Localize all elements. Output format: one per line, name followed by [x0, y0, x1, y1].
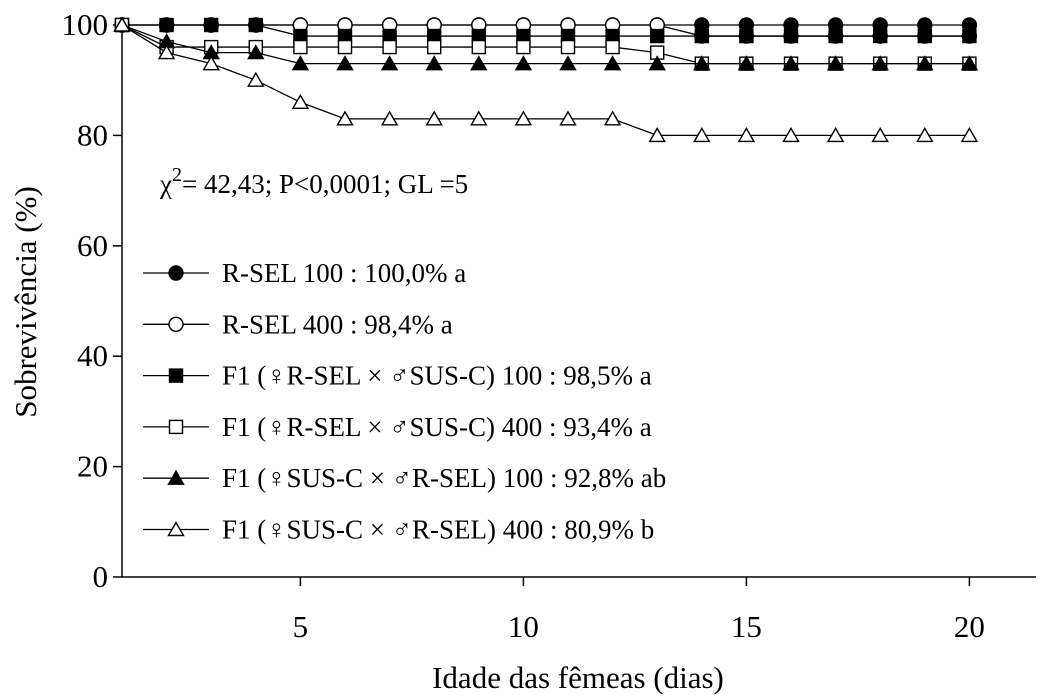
series-4 — [114, 17, 977, 71]
y-axis-label: Sobrevivência (%) — [8, 186, 43, 418]
legend-marker — [168, 368, 184, 383]
data-point — [782, 126, 800, 143]
data-point — [514, 110, 533, 126]
data-point — [559, 55, 577, 71]
legend-marker — [167, 469, 185, 485]
data-point — [962, 28, 977, 44]
data-point — [247, 44, 265, 60]
data-point — [603, 55, 622, 71]
data-point — [514, 55, 533, 71]
data-point — [871, 55, 889, 71]
annotation-stats: χ2= 42,43; P<0,0001; GL =5 — [159, 164, 468, 199]
data-point — [470, 55, 488, 71]
data-point — [516, 39, 531, 55]
data-point — [828, 28, 843, 44]
legend-marker — [167, 521, 185, 537]
x-tick-label: 20 — [954, 609, 985, 644]
data-point — [873, 28, 888, 44]
series-line — [121, 24, 970, 137]
legend-label: R-SEL 400 : 98,4% a — [222, 309, 453, 339]
data-point — [559, 110, 577, 126]
data-point — [113, 16, 131, 32]
data-point — [693, 55, 711, 71]
legend-item-2: R-SEL 400 : 98,4% a — [143, 309, 453, 339]
y-tick-label: 20 — [77, 449, 108, 484]
y-tick-label: 40 — [77, 338, 108, 373]
data-point — [247, 71, 265, 87]
x-tick-label: 15 — [731, 609, 762, 644]
data-point — [203, 17, 219, 33]
data-point — [336, 110, 354, 126]
data-point — [960, 55, 979, 71]
legend-item-6: F1 (♀SUS-C × ♂R-SEL) 400 : 80,9% b — [143, 515, 654, 545]
data-point — [650, 28, 665, 44]
data-point — [782, 55, 800, 71]
data-point — [337, 39, 353, 55]
legend-item-1: R-SEL 100 : 100,0% a — [143, 258, 466, 288]
series-layer — [113, 16, 979, 143]
data-point — [648, 55, 666, 71]
legend-label: F1 (♀R-SEL × ♂SUS-C) 400 : 93,4% a — [222, 412, 652, 442]
legend-label: F1 (♀SUS-C × ♂R-SEL) 100 : 92,8% ab — [222, 463, 666, 493]
data-point — [916, 55, 934, 71]
data-point — [648, 126, 666, 143]
data-point — [737, 55, 756, 71]
legend: R-SEL 100 : 100,0% a R-SEL 400 : 98,4% a F… — [143, 258, 666, 545]
data-point — [291, 93, 310, 109]
data-point — [605, 39, 620, 55]
data-point — [693, 126, 711, 143]
data-point — [694, 28, 709, 44]
data-point — [248, 17, 264, 33]
data-point — [783, 28, 799, 44]
legend-label: F1 (♀R-SEL × ♂SUS-C) 100 : 98,5% a — [222, 361, 652, 391]
series-5 — [113, 16, 979, 71]
legend-marker — [168, 265, 184, 281]
data-point — [826, 126, 845, 143]
data-point — [382, 39, 397, 55]
data-point — [293, 39, 308, 55]
data-point — [425, 110, 443, 126]
data-point — [425, 55, 443, 71]
y-tick-label: 60 — [77, 228, 108, 263]
data-point — [739, 28, 754, 44]
data-point — [427, 39, 442, 55]
legend-item-4: F1 (♀R-SEL × ♂SUS-C) 400 : 93,4% a — [143, 412, 652, 442]
legend-label: F1 (♀SUS-C × ♂R-SEL) 400 : 80,9% b — [222, 515, 654, 545]
data-point — [470, 110, 488, 126]
data-point — [291, 55, 310, 71]
series-3 — [114, 17, 977, 44]
data-point — [826, 55, 845, 71]
data-point — [917, 28, 932, 44]
data-point — [603, 110, 622, 126]
x-tick-label: 5 — [293, 609, 309, 644]
legend-marker — [168, 419, 184, 435]
series-line — [122, 24, 970, 37]
x-tick-label: 10 — [508, 609, 539, 644]
data-point — [336, 55, 354, 71]
data-point — [560, 39, 576, 55]
data-point — [380, 110, 399, 126]
legend-marker — [168, 316, 184, 332]
data-point — [380, 55, 399, 71]
x-axis-label: Idade das fêmeas (dias) — [432, 660, 724, 695]
series-line — [121, 24, 970, 65]
data-point — [960, 126, 979, 143]
data-point — [202, 55, 220, 71]
legend-label: R-SEL 100 : 100,0% a — [222, 258, 466, 288]
data-point — [737, 126, 756, 143]
legend-item-5: F1 (♀SUS-C × ♂R-SEL) 100 : 92,8% ab — [143, 463, 666, 493]
data-point — [471, 39, 486, 55]
y-tick-label: 100 — [62, 7, 109, 42]
axes: 0 20 40 60 80 100 5 10 15 20 — [62, 7, 1036, 644]
series-2 — [114, 17, 978, 44]
legend-item-3: F1 (♀R-SEL × ♂SUS-C) 100 : 98,5% a — [143, 361, 652, 391]
data-point — [159, 17, 174, 33]
series-6 — [113, 16, 979, 143]
data-point — [871, 126, 889, 143]
data-point — [916, 126, 934, 143]
data-point — [157, 44, 176, 60]
y-tick-label: 0 — [93, 559, 109, 594]
y-tick-label: 80 — [77, 117, 108, 152]
